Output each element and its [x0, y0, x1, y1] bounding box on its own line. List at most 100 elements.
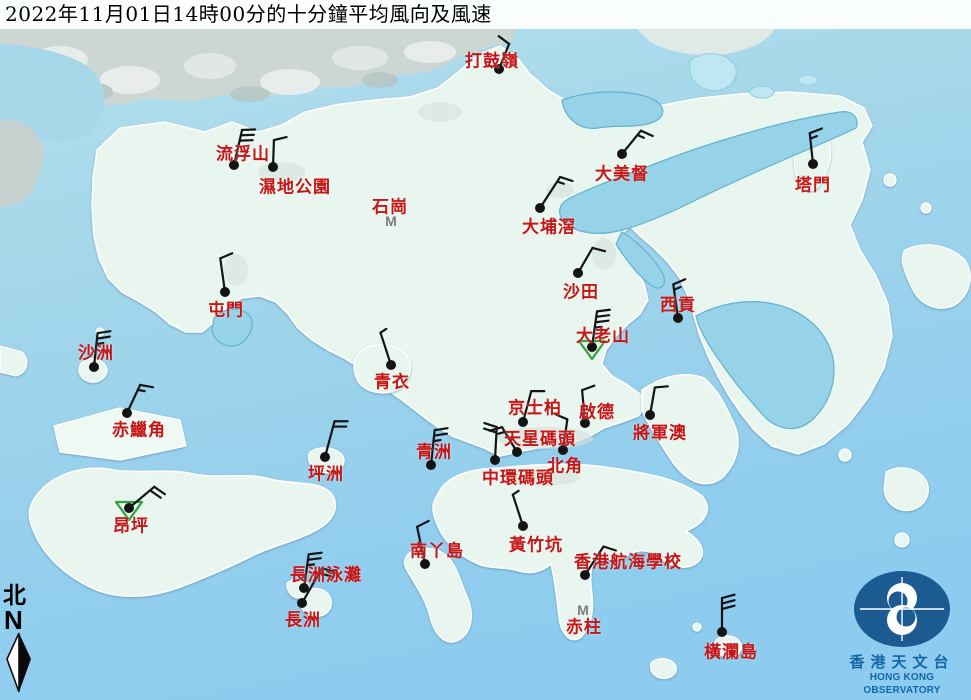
- hko-logo-icon: [854, 571, 950, 647]
- station-lau-fau-shan: [229, 128, 257, 170]
- station-dot: [645, 410, 655, 420]
- station-tap-mun: [808, 127, 823, 169]
- wind-barb: [433, 427, 449, 432]
- wind-barb: [561, 418, 569, 452]
- station-stanley: M: [577, 602, 589, 618]
- map-title: 2022年11月01日14時00分的十分鐘平均風向及風速: [0, 0, 971, 29]
- wind-barb: [415, 525, 427, 566]
- wind-barb: [559, 175, 574, 183]
- station-dot: [268, 162, 278, 172]
- station-dot: [673, 313, 683, 323]
- wind-barb: [653, 385, 669, 389]
- wind-barb: [95, 341, 105, 346]
- station-wong-chuk-hang: [511, 489, 528, 531]
- wind-barb: [153, 485, 167, 496]
- station-dot: [518, 521, 528, 531]
- wind-barb: [595, 308, 612, 313]
- station-dot: [587, 342, 597, 352]
- wind-barb: [808, 127, 823, 135]
- wind-barb: [594, 319, 610, 324]
- land-yantian: [636, 28, 775, 56]
- wind-barb: [272, 135, 288, 142]
- wind-barb: [511, 493, 525, 528]
- station-peng-chau: [320, 420, 349, 462]
- land-shekou: [0, 119, 44, 207]
- station-cheung-chau: [297, 567, 336, 608]
- station-dot: [490, 455, 500, 465]
- station-shek-kong: M: [385, 213, 397, 229]
- station-dot: [580, 418, 590, 428]
- station-tuen-mun: [219, 252, 234, 297]
- hko-logo: 香港天文台 HONG KONG OBSERVATORY: [836, 569, 968, 697]
- wind-barb: [379, 327, 388, 334]
- station-dot: [386, 360, 396, 370]
- wind-barb: [497, 35, 511, 46]
- station-sai-kung: [672, 278, 687, 323]
- wind-barb: [432, 432, 449, 437]
- station-chek-lap-kok: [122, 383, 155, 418]
- land-lantau: [28, 467, 337, 598]
- north-indicator: 北 N: [3, 584, 43, 698]
- station-dot: [426, 460, 436, 470]
- water-shing-mun: [615, 231, 665, 289]
- water-deep-bay: [0, 44, 105, 143]
- wind-barb: [720, 604, 736, 611]
- water-port-shelter: [695, 301, 835, 430]
- station-dot: [229, 160, 239, 170]
- wind-barb: [595, 314, 611, 318]
- station-dot: [518, 417, 528, 427]
- station-dot: [220, 287, 230, 297]
- wind-barb: [482, 427, 498, 434]
- wind-barb: [219, 257, 227, 294]
- north-label-en: N: [4, 605, 23, 635]
- station-ngong-ping: [114, 485, 167, 522]
- station-tates-cairn: [577, 308, 612, 361]
- station-tai-po-kau: [535, 175, 574, 213]
- triangle-marker: [114, 500, 144, 522]
- station-dot: [494, 64, 504, 74]
- north-arrow-icon: [6, 632, 31, 693]
- wind-barb: [96, 330, 112, 335]
- station-north-point: [554, 413, 569, 455]
- station-tsing-yi: [379, 327, 396, 370]
- wind-barb: [320, 567, 336, 573]
- missing-data-marker: M: [385, 213, 397, 229]
- wind-barb: [306, 557, 322, 561]
- wind-barb: [593, 325, 603, 329]
- missing-data-marker: M: [577, 602, 589, 618]
- land-hk-island: [432, 463, 708, 641]
- land-tsing-yi: [353, 343, 411, 394]
- station-central-pier: [482, 421, 500, 465]
- wind-barb: [139, 383, 155, 389]
- wind-barb: [521, 389, 533, 424]
- station-dot: [299, 583, 309, 593]
- wind-barb: [602, 545, 617, 552]
- wind-barb: [720, 599, 736, 605]
- wind-barb: [672, 278, 687, 286]
- wind-barb: [809, 135, 818, 140]
- station-dot: [808, 159, 818, 169]
- station-dot: [124, 503, 134, 513]
- wind-barb: [583, 545, 605, 577]
- land-airport: [53, 407, 187, 461]
- wind-barb: [497, 430, 506, 435]
- shallow-islands: [689, 53, 819, 99]
- wind-barb: [379, 331, 393, 367]
- station-hk-sea-school: [580, 545, 617, 580]
- station-dot: [89, 362, 99, 372]
- station-sha-chau: [89, 330, 112, 372]
- wind-barb: [95, 335, 111, 340]
- station-dot: [297, 598, 307, 608]
- station-dot: [420, 559, 430, 569]
- station-ta-kwu-ling: [494, 35, 511, 74]
- wind-barb: [720, 593, 736, 600]
- wind-barb: [581, 389, 587, 425]
- wind-barb: [432, 438, 442, 443]
- station-kings-park: [518, 389, 546, 427]
- station-dot: [320, 452, 330, 462]
- wind-barb: [415, 519, 430, 528]
- station-dot: [122, 408, 132, 418]
- wind-barb: [581, 384, 596, 392]
